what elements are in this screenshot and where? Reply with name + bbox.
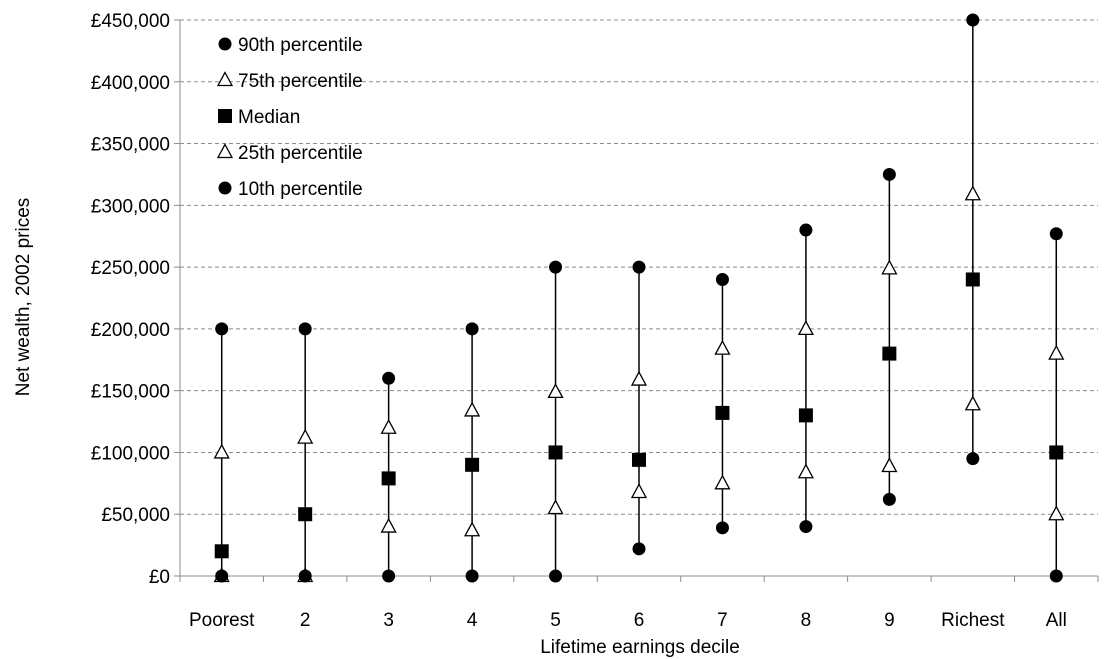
axes [179, 20, 1098, 577]
y-tick-label: £450,000 [91, 11, 170, 32]
legend-marker-90th-percentile [218, 37, 232, 51]
data-point-25th-percentile [797, 463, 814, 479]
data-point-median [381, 471, 396, 486]
data-point-median [632, 452, 646, 467]
data-point-90th-percentile [465, 322, 479, 336]
x-tick-label: 6 [634, 610, 645, 631]
y-tick-label: £400,000 [91, 73, 170, 94]
y-axis-ticks: £0 £50,000 £100,000 £150,000 £200,000 £250,00… [91, 11, 180, 588]
data-point-90th-percentile [632, 260, 646, 274]
data-point-median [965, 272, 980, 287]
legend-label-75th-percentile: 75th percentile [238, 71, 363, 92]
data-point-median [465, 457, 480, 472]
data-point-75th-percentile [547, 383, 564, 399]
data-point-90th-percentile [549, 260, 563, 274]
data-point-median [882, 346, 897, 361]
data-point-10th-percentile [799, 520, 813, 534]
x-tick-label: 8 [801, 610, 812, 631]
y-tick-label: £100,000 [91, 443, 170, 464]
legend-marker-median [218, 109, 232, 123]
x-tick-label: 7 [717, 610, 728, 631]
data-point-75th-percentile [213, 443, 230, 459]
x-tick-label: 2 [300, 610, 311, 631]
data-point-75th-percentile [630, 370, 648, 386]
data-point-75th-percentile [297, 428, 314, 444]
data-point-10th-percentile [882, 492, 896, 506]
data-point-median [214, 544, 229, 559]
data-point-10th-percentile [549, 569, 563, 583]
data-point-10th-percentile [215, 569, 229, 583]
data-point-90th-percentile [382, 371, 396, 385]
x-tick-label: Poorest [189, 610, 255, 631]
legend-marker-10th-percentile [218, 181, 232, 195]
data-point-median [298, 507, 313, 522]
x-tick-label: 5 [550, 610, 561, 631]
x-tick-label: 3 [383, 610, 394, 631]
legend-marker-25th-percentile [216, 143, 234, 159]
data-point-median [1049, 445, 1064, 460]
data-point-10th-percentile [382, 569, 396, 583]
data-point-10th-percentile [632, 542, 646, 556]
legend-label-90th-percentile: 90th percentile [238, 35, 363, 56]
legend-label-10th-percentile: 10th percentile [238, 179, 363, 200]
data-points [213, 13, 1065, 583]
legend-marker-75th-percentile [216, 71, 234, 87]
data-point-10th-percentile [1049, 569, 1063, 583]
data-point-90th-percentile [715, 272, 729, 286]
y-tick-label: £150,000 [91, 382, 170, 403]
data-point-10th-percentile [298, 569, 312, 583]
legend: 90th percentile 75th percentile Median 25th… [216, 35, 363, 200]
x-tick-label: 4 [467, 610, 478, 631]
y-tick-label: £200,000 [91, 320, 170, 341]
y-tick-label: £250,000 [91, 258, 170, 279]
data-point-75th-percentile [881, 259, 898, 275]
data-point-90th-percentile [799, 223, 813, 237]
data-point-90th-percentile [882, 167, 896, 181]
data-point-25th-percentile [630, 483, 648, 499]
data-point-90th-percentile [1049, 227, 1063, 241]
data-point-25th-percentile [380, 517, 397, 533]
legend-label-25th-percentile: 25th percentile [238, 143, 363, 164]
x-axis-ticks: Poorest 2 3 4 5 6 7 8 9 Richest All [179, 576, 1099, 631]
data-point-75th-percentile [464, 401, 481, 417]
data-point-75th-percentile [797, 320, 814, 336]
data-point-75th-percentile [714, 339, 731, 355]
data-point-10th-percentile [966, 452, 980, 466]
data-point-median [715, 405, 730, 420]
data-point-75th-percentile [1048, 344, 1065, 360]
legend-label-median: Median [238, 107, 300, 128]
data-point-median [548, 445, 563, 460]
data-point-10th-percentile [715, 521, 729, 535]
data-point-25th-percentile [881, 457, 898, 473]
y-tick-label: £300,000 [91, 196, 170, 217]
data-point-90th-percentile [215, 322, 229, 336]
y-tick-label: £0 [149, 567, 170, 588]
y-tick-label: £350,000 [91, 135, 170, 156]
data-point-90th-percentile [966, 13, 980, 27]
data-point-median [798, 408, 813, 423]
data-point-25th-percentile [714, 474, 731, 490]
data-point-10th-percentile [465, 569, 479, 583]
data-point-25th-percentile [547, 499, 564, 515]
x-axis-title: Lifetime earnings decile [540, 637, 740, 658]
data-point-25th-percentile [464, 521, 481, 537]
data-point-90th-percentile [298, 322, 312, 336]
data-point-25th-percentile [964, 395, 981, 411]
y-axis-title: Net wealth, 2002 prices [13, 198, 34, 397]
x-tick-label: Richest [941, 610, 1005, 631]
data-point-75th-percentile [380, 418, 397, 434]
y-tick-label: £50,000 [101, 505, 170, 526]
data-point-25th-percentile [1048, 505, 1065, 521]
x-tick-label: 9 [884, 610, 895, 631]
x-tick-label: All [1046, 610, 1067, 631]
data-point-75th-percentile [964, 185, 981, 201]
